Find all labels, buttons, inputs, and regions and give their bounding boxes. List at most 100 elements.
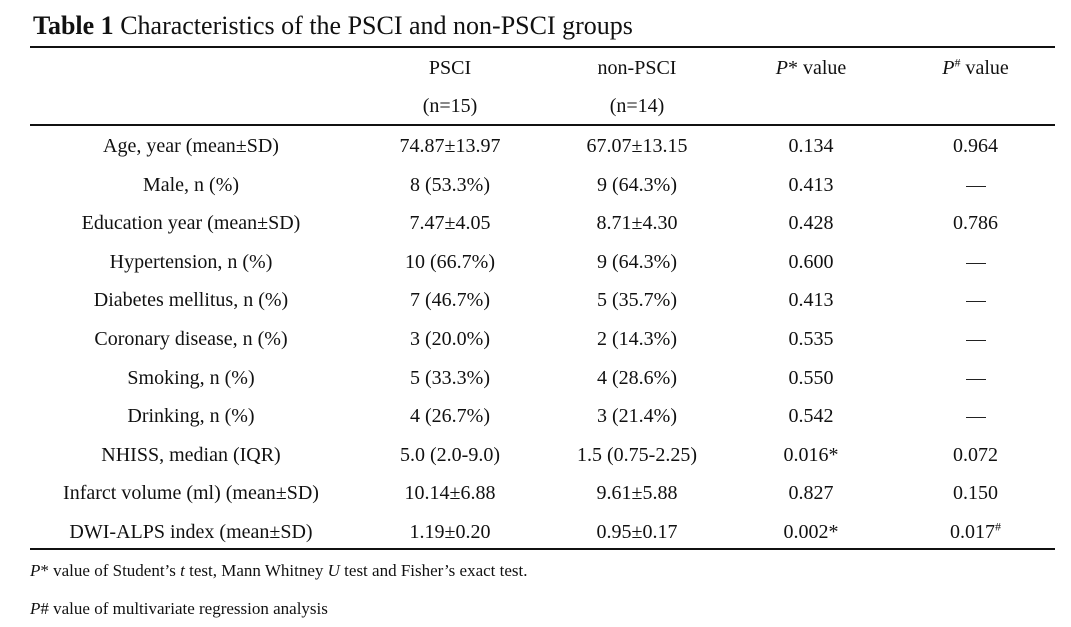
p-hash-value: 0.017# (896, 513, 1055, 551)
p-star-value-text: 0.428 (788, 212, 834, 235)
row-label: Education year (mean±SD) (30, 204, 352, 242)
header-p-hash: P# value (896, 55, 1055, 81)
non-psci-value-text: 0.95±0.17 (596, 521, 678, 543)
non-psci-value-text: 5 (35.7%) (597, 289, 677, 312)
row-label: Male, n (%) (30, 166, 352, 204)
row-label-text: Diabetes mellitus, n (%) (93, 289, 289, 312)
non-psci-value-text: 9 (64.3%) (597, 250, 677, 273)
p-star-value: 0.600 (726, 243, 896, 281)
header-non-psci-n: (n=14) (609, 95, 665, 117)
p-hash-value-text: 0.964 (953, 135, 998, 157)
psci-value-text: 7 (46.7%) (410, 289, 490, 312)
psci-value: 74.87±13.97 (352, 127, 548, 165)
p-star-value-text: 0.550 (788, 366, 834, 389)
p-star-value: 0.550 (726, 359, 896, 397)
table-row: Infarct volume (ml) (mean±SD) 10.14±6.88 9… (30, 474, 1055, 512)
header-non-psci: non-PSCI (597, 57, 677, 79)
table-row: Coronary disease, n (%) 3 (20.0%) 2 (14.3%… (30, 320, 1055, 358)
footnote-italic-t: t (180, 561, 185, 580)
table-label: Table 1 (33, 11, 114, 40)
row-label-text: DWI-ALPS index (mean±SD) (69, 521, 313, 543)
row-label: Infarct volume (ml) (mean±SD) (30, 474, 352, 512)
table-row: Hypertension, n (%) 10 (66.7%) 9 (64.3%) 0.… (30, 243, 1055, 281)
p-star-value-text: 0.827 (788, 482, 834, 505)
row-label-text: Coronary disease, n (%) (94, 328, 288, 350)
p-star-value: 0.542 (726, 397, 896, 435)
p-star-value: 0.413 (726, 281, 896, 319)
footnote-text: * value of Student’s (40, 561, 181, 580)
p-letter: P (30, 561, 41, 580)
footnote-p-hash: P# value of multivariate regression anal… (30, 598, 328, 620)
non-psci-value-text: 3 (21.4%) (597, 405, 677, 428)
non-psci-value: 9 (64.3%) (548, 166, 726, 204)
non-psci-value: 2 (14.3%) (548, 320, 726, 358)
p-hash-value-text: 0.150 (953, 482, 998, 505)
table-caption: Characteristics of the PSCI and non-PSCI… (120, 11, 633, 40)
p-star-rest: * value (787, 57, 847, 79)
p-hash-value-text: 0.072 (953, 443, 998, 466)
psci-value: 3 (20.0%) (352, 320, 548, 358)
row-label: Hypertension, n (%) (30, 243, 352, 281)
p-star-value-text: 0.002* (783, 521, 839, 543)
p-letter: P (942, 57, 955, 79)
footnote-text: # value of multivariate regression analy… (40, 599, 328, 618)
p-star-value: 0.413 (726, 166, 896, 204)
psci-value: 10.14±6.88 (352, 474, 548, 512)
table-row: Smoking, n (%) 5 (33.3%) 4 (28.6%) 0.550 (30, 359, 1055, 397)
p-star-value: 0.827 (726, 474, 896, 512)
row-label: DWI-ALPS index (mean±SD) (30, 513, 352, 551)
table-row: Age, year (mean±SD) 74.87±13.97 67.07±13.1… (30, 127, 1055, 165)
not-applicable-dash (965, 378, 986, 380)
psci-value: 5.0 (2.0-9.0) (352, 436, 548, 474)
header-rule (30, 124, 1055, 126)
header-psci-n: (n=15) (422, 95, 478, 117)
psci-value: 10 (66.7%) (352, 243, 548, 281)
hash-superscript: # (954, 55, 961, 70)
p-hash-rest: value (960, 57, 1009, 79)
non-psci-value: 9.61±5.88 (548, 474, 726, 512)
non-psci-value: 1.5 (0.75-2.25) (548, 436, 726, 474)
p-hash-value: 0.786 (896, 204, 1055, 242)
row-label-text: Infarct volume (ml) (mean±SD) (63, 482, 319, 505)
row-label: Age, year (mean±SD) (30, 127, 352, 165)
psci-value: 1.19±0.20 (352, 513, 548, 551)
p-star-value: 0.016* (726, 436, 896, 474)
header-psci: PSCI (428, 57, 472, 79)
p-hash-value-text: 0.017 (950, 521, 995, 543)
psci-value-text: 74.87±13.97 (399, 135, 501, 157)
p-star-value-text: 0.016* (783, 443, 839, 466)
non-psci-value: 0.95±0.17 (548, 513, 726, 551)
p-star-value: 0.535 (726, 320, 896, 358)
row-label: Diabetes mellitus, n (%) (30, 281, 352, 319)
psci-value: 7 (46.7%) (352, 281, 548, 319)
psci-value-text: 4 (26.7%) (410, 405, 490, 428)
non-psci-value-text: 67.07±13.15 (586, 135, 688, 157)
psci-value-text: 5.0 (2.0-9.0) (400, 443, 500, 466)
row-label-text: NHISS, median (IQR) (101, 443, 281, 466)
row-label-text: Age, year (mean±SD) (103, 135, 279, 157)
non-psci-value-text: 1.5 (0.75-2.25) (577, 443, 697, 466)
psci-value-text: 10 (66.7%) (405, 250, 495, 273)
psci-value-text: 7.47±4.05 (409, 212, 491, 235)
psci-value: 7.47±4.05 (352, 204, 548, 242)
header-p-star: P* value (726, 55, 896, 81)
not-applicable-dash (965, 417, 986, 419)
p-hash-value (896, 281, 1055, 319)
non-psci-value-text: 9.61±5.88 (596, 482, 678, 505)
top-rule (30, 46, 1055, 48)
psci-value: 4 (26.7%) (352, 397, 548, 435)
not-applicable-dash (965, 185, 986, 187)
non-psci-value-text: 4 (28.6%) (597, 366, 677, 389)
row-label: Drinking, n (%) (30, 397, 352, 435)
row-label-text: Hypertension, n (%) (109, 250, 273, 273)
bottom-rule (30, 548, 1055, 550)
row-label: NHISS, median (IQR) (30, 436, 352, 474)
not-applicable-dash (965, 339, 986, 341)
p-hash-value-text: 0.786 (953, 212, 998, 235)
non-psci-value-text: 8.71±4.30 (596, 212, 678, 235)
non-psci-value-text: 9 (64.3%) (597, 173, 677, 196)
table-row: NHISS, median (IQR) 5.0 (2.0-9.0) 1.5 (0.7… (30, 436, 1055, 474)
non-psci-value: 4 (28.6%) (548, 359, 726, 397)
table-row: Diabetes mellitus, n (%) 7 (46.7%) 5 (35.7… (30, 281, 1055, 319)
row-label-text: Male, n (%) (142, 173, 240, 196)
